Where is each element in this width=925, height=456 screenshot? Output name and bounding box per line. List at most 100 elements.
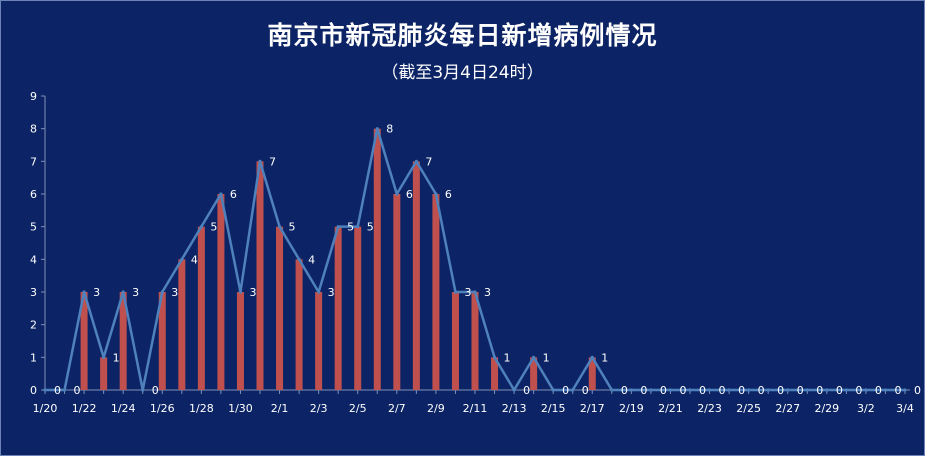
line-point [707,388,712,392]
bar [158,292,166,390]
data-label: 0 [777,384,784,397]
bar [373,128,381,390]
y-tick-label: 0 [30,384,37,397]
y-tick-label: 1 [30,351,37,364]
data-label: 0 [582,384,589,397]
data-label: 0 [836,384,843,397]
data-label: 0 [797,384,804,397]
data-label: 0 [152,384,159,397]
line-point [297,257,301,261]
data-label: 6 [230,188,237,201]
line-point [317,290,321,294]
bar [295,259,303,390]
x-tick-label: 2/9 [427,402,445,415]
bar [276,226,284,390]
data-label: 7 [269,155,276,168]
line-point [160,290,164,294]
line-point [610,388,614,392]
data-label: 8 [386,123,393,136]
data-label: 0 [699,384,706,397]
x-tick-label: 3/4 [896,402,914,415]
line-point [512,388,516,392]
bar [334,226,342,390]
data-label: 0 [54,384,61,397]
data-label: 0 [621,384,628,397]
data-label: 0 [914,384,921,397]
x-tick-label: 2/19 [619,402,644,415]
x-tick-label: 1/26 [150,402,175,415]
y-tick-label: 9 [30,90,37,103]
data-label: 3 [171,286,178,299]
bar [80,292,88,390]
bar [530,357,538,390]
bar [471,292,479,390]
x-tick-label: 2/3 [310,402,328,415]
bar [197,226,205,390]
data-label: 0 [816,384,823,397]
line-point [141,388,145,392]
line-point [473,290,477,294]
x-tick-label: 1/20 [33,402,58,415]
data-label: 0 [855,384,862,397]
line-point [434,192,438,196]
y-tick-label: 4 [30,253,37,266]
line-series [43,127,907,392]
line-point [43,388,47,392]
bar [354,226,362,390]
line-point [492,355,497,359]
x-tick-label: 2/23 [697,402,722,415]
line-point [102,355,106,359]
x-tick-label: 1/24 [111,402,136,415]
data-label: 1 [113,351,120,364]
line-point [747,388,751,392]
line-point [844,388,848,392]
x-tick-label: 3/2 [857,402,875,415]
line-point [590,355,594,359]
data-label: 6 [445,188,452,201]
chart-title: 南京市新冠肺炎每日新增病例情况 [267,21,658,50]
bar [393,194,401,390]
data-label: 3 [132,286,139,299]
line-point [864,388,868,392]
x-tick-label: 2/7 [388,402,406,415]
x-tick-label: 2/21 [658,402,683,415]
line-point [688,388,692,392]
y-tick-label: 5 [30,221,37,234]
x-tick-label: 2/1 [271,402,289,415]
line-point [883,388,888,392]
y-tick-label: 7 [30,155,37,168]
bar [178,259,186,390]
x-tick-label: 2/15 [541,402,566,415]
line-point [375,127,379,131]
line-point [336,225,340,229]
data-label: 5 [289,221,296,234]
data-label: 0 [74,384,81,397]
y-tick-label: 6 [30,188,37,201]
data-label: 3 [249,286,256,299]
line-point [199,225,203,229]
x-tick-label: 2/25 [736,402,761,415]
data-label: 1 [601,351,608,364]
x-tick-label: 1/30 [228,402,253,415]
data-label: 3 [464,286,471,299]
bar [315,292,323,390]
chart-subtitle: （截至3月4日24时） [381,63,544,83]
line-point [121,290,125,294]
data-label: 0 [679,384,686,397]
line-point [258,159,262,163]
data-label: 1 [543,351,550,364]
data-label: 4 [191,253,198,266]
data-label: 6 [406,188,413,201]
x-tick-label: 2/13 [502,402,527,415]
data-label: 5 [347,221,354,234]
line-point [629,388,633,392]
line-point [903,388,907,392]
data-label: 3 [93,286,100,299]
data-label: 1 [504,351,511,364]
line-point [356,225,360,229]
data-label: 0 [523,384,530,397]
line-point [219,192,223,196]
line-point [727,388,731,392]
